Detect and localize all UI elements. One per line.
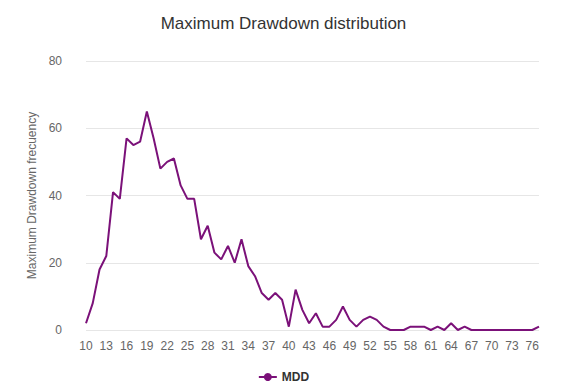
svg-text:Maximum Drawdown frecuency: Maximum Drawdown frecuency [25,112,39,279]
svg-text:64: 64 [444,339,458,353]
svg-text:76: 76 [526,339,540,353]
svg-text:25: 25 [181,339,195,353]
svg-text:80: 80 [49,54,63,68]
svg-text:61: 61 [424,339,438,353]
svg-text:20: 20 [49,256,63,270]
svg-text:22: 22 [160,339,174,353]
svg-text:60: 60 [49,121,63,135]
svg-text:55: 55 [384,339,398,353]
svg-text:34: 34 [242,339,256,353]
svg-text:46: 46 [323,339,337,353]
svg-text:70: 70 [485,339,499,353]
svg-text:52: 52 [363,339,377,353]
svg-text:73: 73 [505,339,519,353]
svg-text:31: 31 [221,339,235,353]
svg-text:16: 16 [120,339,134,353]
svg-text:40: 40 [49,189,63,203]
svg-text:10: 10 [79,339,93,353]
svg-text:MDD: MDD [282,370,310,384]
svg-text:13: 13 [100,339,114,353]
svg-text:28: 28 [201,339,215,353]
svg-text:37: 37 [262,339,276,353]
svg-text:19: 19 [140,339,154,353]
svg-text:58: 58 [404,339,418,353]
svg-text:67: 67 [465,339,479,353]
svg-text:0: 0 [55,323,62,337]
svg-text:49: 49 [343,339,357,353]
svg-text:43: 43 [302,339,316,353]
svg-text:40: 40 [282,339,296,353]
svg-text:Maximum Drawdown distribution: Maximum Drawdown distribution [161,14,407,33]
